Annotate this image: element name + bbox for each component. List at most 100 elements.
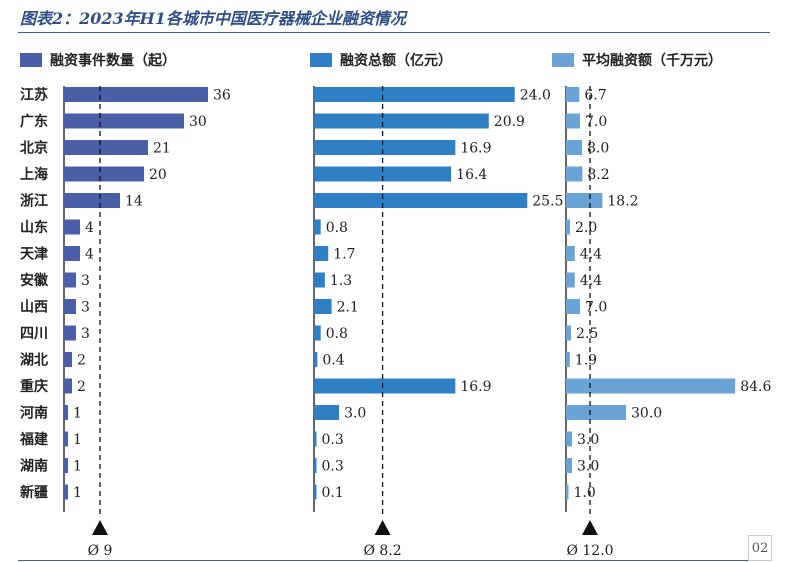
data-label-series-0: 21 — [153, 141, 171, 157]
data-label-series-0: 4 — [85, 247, 94, 263]
category-label: 福建 — [19, 431, 48, 448]
bar-series-2 — [566, 405, 626, 420]
data-label-series-2: 3.0 — [577, 432, 599, 448]
data-label-series-1: 0.3 — [322, 432, 344, 448]
bar-series-1 — [314, 140, 456, 155]
bar-series-2 — [566, 219, 570, 235]
bar-series-1 — [314, 431, 317, 447]
bar-series-2 — [566, 325, 571, 341]
data-label-series-1: 0.8 — [326, 326, 348, 342]
legend-swatch-total-amount — [310, 53, 332, 67]
data-label-series-0: 3 — [81, 300, 90, 316]
bar-series-2 — [566, 272, 575, 288]
data-label-series-1: 0.8 — [326, 220, 348, 236]
legend-item-event-count: 融资事件数量（起） — [20, 50, 176, 70]
average-label-series-1: Ø 8.2 — [363, 543, 401, 559]
average-marker-series-1 — [374, 520, 391, 535]
category-label: 安徽 — [20, 272, 49, 289]
data-label-series-0: 4 — [85, 220, 94, 236]
bar-series-0 — [64, 431, 68, 447]
data-label-series-1: 3.0 — [344, 406, 366, 422]
category-label: 山东 — [20, 219, 48, 236]
bar-series-0 — [64, 325, 76, 341]
bar-series-2 — [566, 87, 580, 102]
data-label-series-0: 1 — [73, 432, 82, 448]
data-label-series-1: 2.1 — [337, 300, 359, 316]
bar-series-2 — [566, 140, 582, 155]
legend-label-total-amount: 融资总额（亿元） — [340, 53, 452, 69]
data-label-series-0: 1 — [73, 459, 82, 475]
data-label-series-2: 2.0 — [575, 220, 597, 236]
data-label-series-2: 2.5 — [576, 326, 598, 342]
bar-series-1 — [314, 193, 528, 208]
category-label: 江苏 — [20, 87, 48, 104]
bar-series-0 — [64, 166, 144, 182]
data-label-series-0: 1 — [73, 485, 82, 501]
data-label-series-1: 1.3 — [330, 273, 352, 289]
category-label: 山西 — [20, 300, 48, 316]
legend-swatch-average-amount — [552, 53, 574, 67]
data-label-series-2: 7.0 — [585, 114, 607, 130]
bar-series-1 — [314, 484, 317, 500]
bar-series-1 — [314, 405, 340, 420]
bar-series-2 — [566, 299, 580, 314]
data-label-series-0: 36 — [213, 88, 231, 104]
data-label-series-2: 1.0 — [574, 485, 596, 501]
average-label-series-0: Ø 9 — [88, 543, 113, 559]
bar-series-2 — [566, 484, 569, 500]
data-label-series-1: 25.5 — [532, 194, 563, 210]
bar-series-1 — [314, 352, 318, 367]
bar-series-0 — [64, 272, 76, 288]
bar-series-1 — [314, 113, 489, 129]
bar-series-0 — [64, 113, 184, 129]
legend-swatch-event-count — [20, 53, 42, 67]
data-label-series-0: 3 — [81, 273, 90, 289]
data-label-series-0: 30 — [189, 114, 207, 130]
legend-item-average-amount: 平均融资额（千万元） — [552, 50, 722, 70]
data-label-series-0: 2 — [77, 379, 86, 395]
bar-series-0 — [64, 352, 72, 367]
data-label-series-2: 30.0 — [631, 406, 662, 422]
data-label-series-1: 16.4 — [456, 167, 487, 183]
data-label-series-2: 8.2 — [587, 167, 609, 183]
data-label-series-2: 1.9 — [575, 353, 597, 369]
bar-series-0 — [64, 219, 80, 235]
legend-label-event-count: 融资事件数量（起） — [50, 53, 176, 69]
category-label: 新疆 — [20, 484, 48, 501]
bar-series-1 — [314, 378, 456, 394]
bar-series-0 — [64, 299, 76, 314]
average-marker-series-0 — [92, 520, 108, 535]
category-label: 湖北 — [20, 353, 48, 369]
data-label-series-2: 7.0 — [585, 300, 607, 316]
bar-series-0 — [64, 193, 120, 208]
bar-series-2 — [566, 246, 575, 261]
data-label-series-0: 1 — [73, 406, 82, 422]
bar-series-0 — [64, 458, 68, 473]
data-label-series-2: 8.0 — [587, 141, 609, 157]
bar-series-1 — [314, 87, 515, 102]
data-label-series-1: 24.0 — [520, 88, 551, 104]
category-label: 浙江 — [20, 193, 48, 210]
category-label: 广东 — [20, 113, 48, 130]
bar-series-0 — [64, 87, 208, 102]
data-label-series-2: 6.7 — [584, 88, 606, 104]
data-label-series-1: 0.1 — [322, 485, 344, 501]
category-label: 河南 — [20, 405, 48, 422]
bottom-divider — [18, 560, 770, 561]
bar-series-0 — [64, 140, 148, 155]
data-label-series-0: 3 — [81, 326, 90, 342]
category-label: 天津 — [20, 246, 48, 263]
data-label-series-1: 16.9 — [460, 379, 491, 395]
category-label: 北京 — [20, 140, 48, 157]
category-label: 四川 — [20, 326, 48, 342]
data-label-series-1: 0.3 — [322, 459, 344, 475]
page-number: 02 — [748, 535, 772, 561]
bar-series-1 — [314, 458, 317, 473]
bar-series-2 — [566, 166, 583, 182]
data-label-series-1: 16.9 — [460, 141, 491, 157]
bar-series-0 — [64, 405, 68, 420]
data-label-series-2: 84.6 — [740, 379, 771, 395]
title-divider — [18, 32, 770, 33]
bar-series-0 — [64, 246, 80, 261]
